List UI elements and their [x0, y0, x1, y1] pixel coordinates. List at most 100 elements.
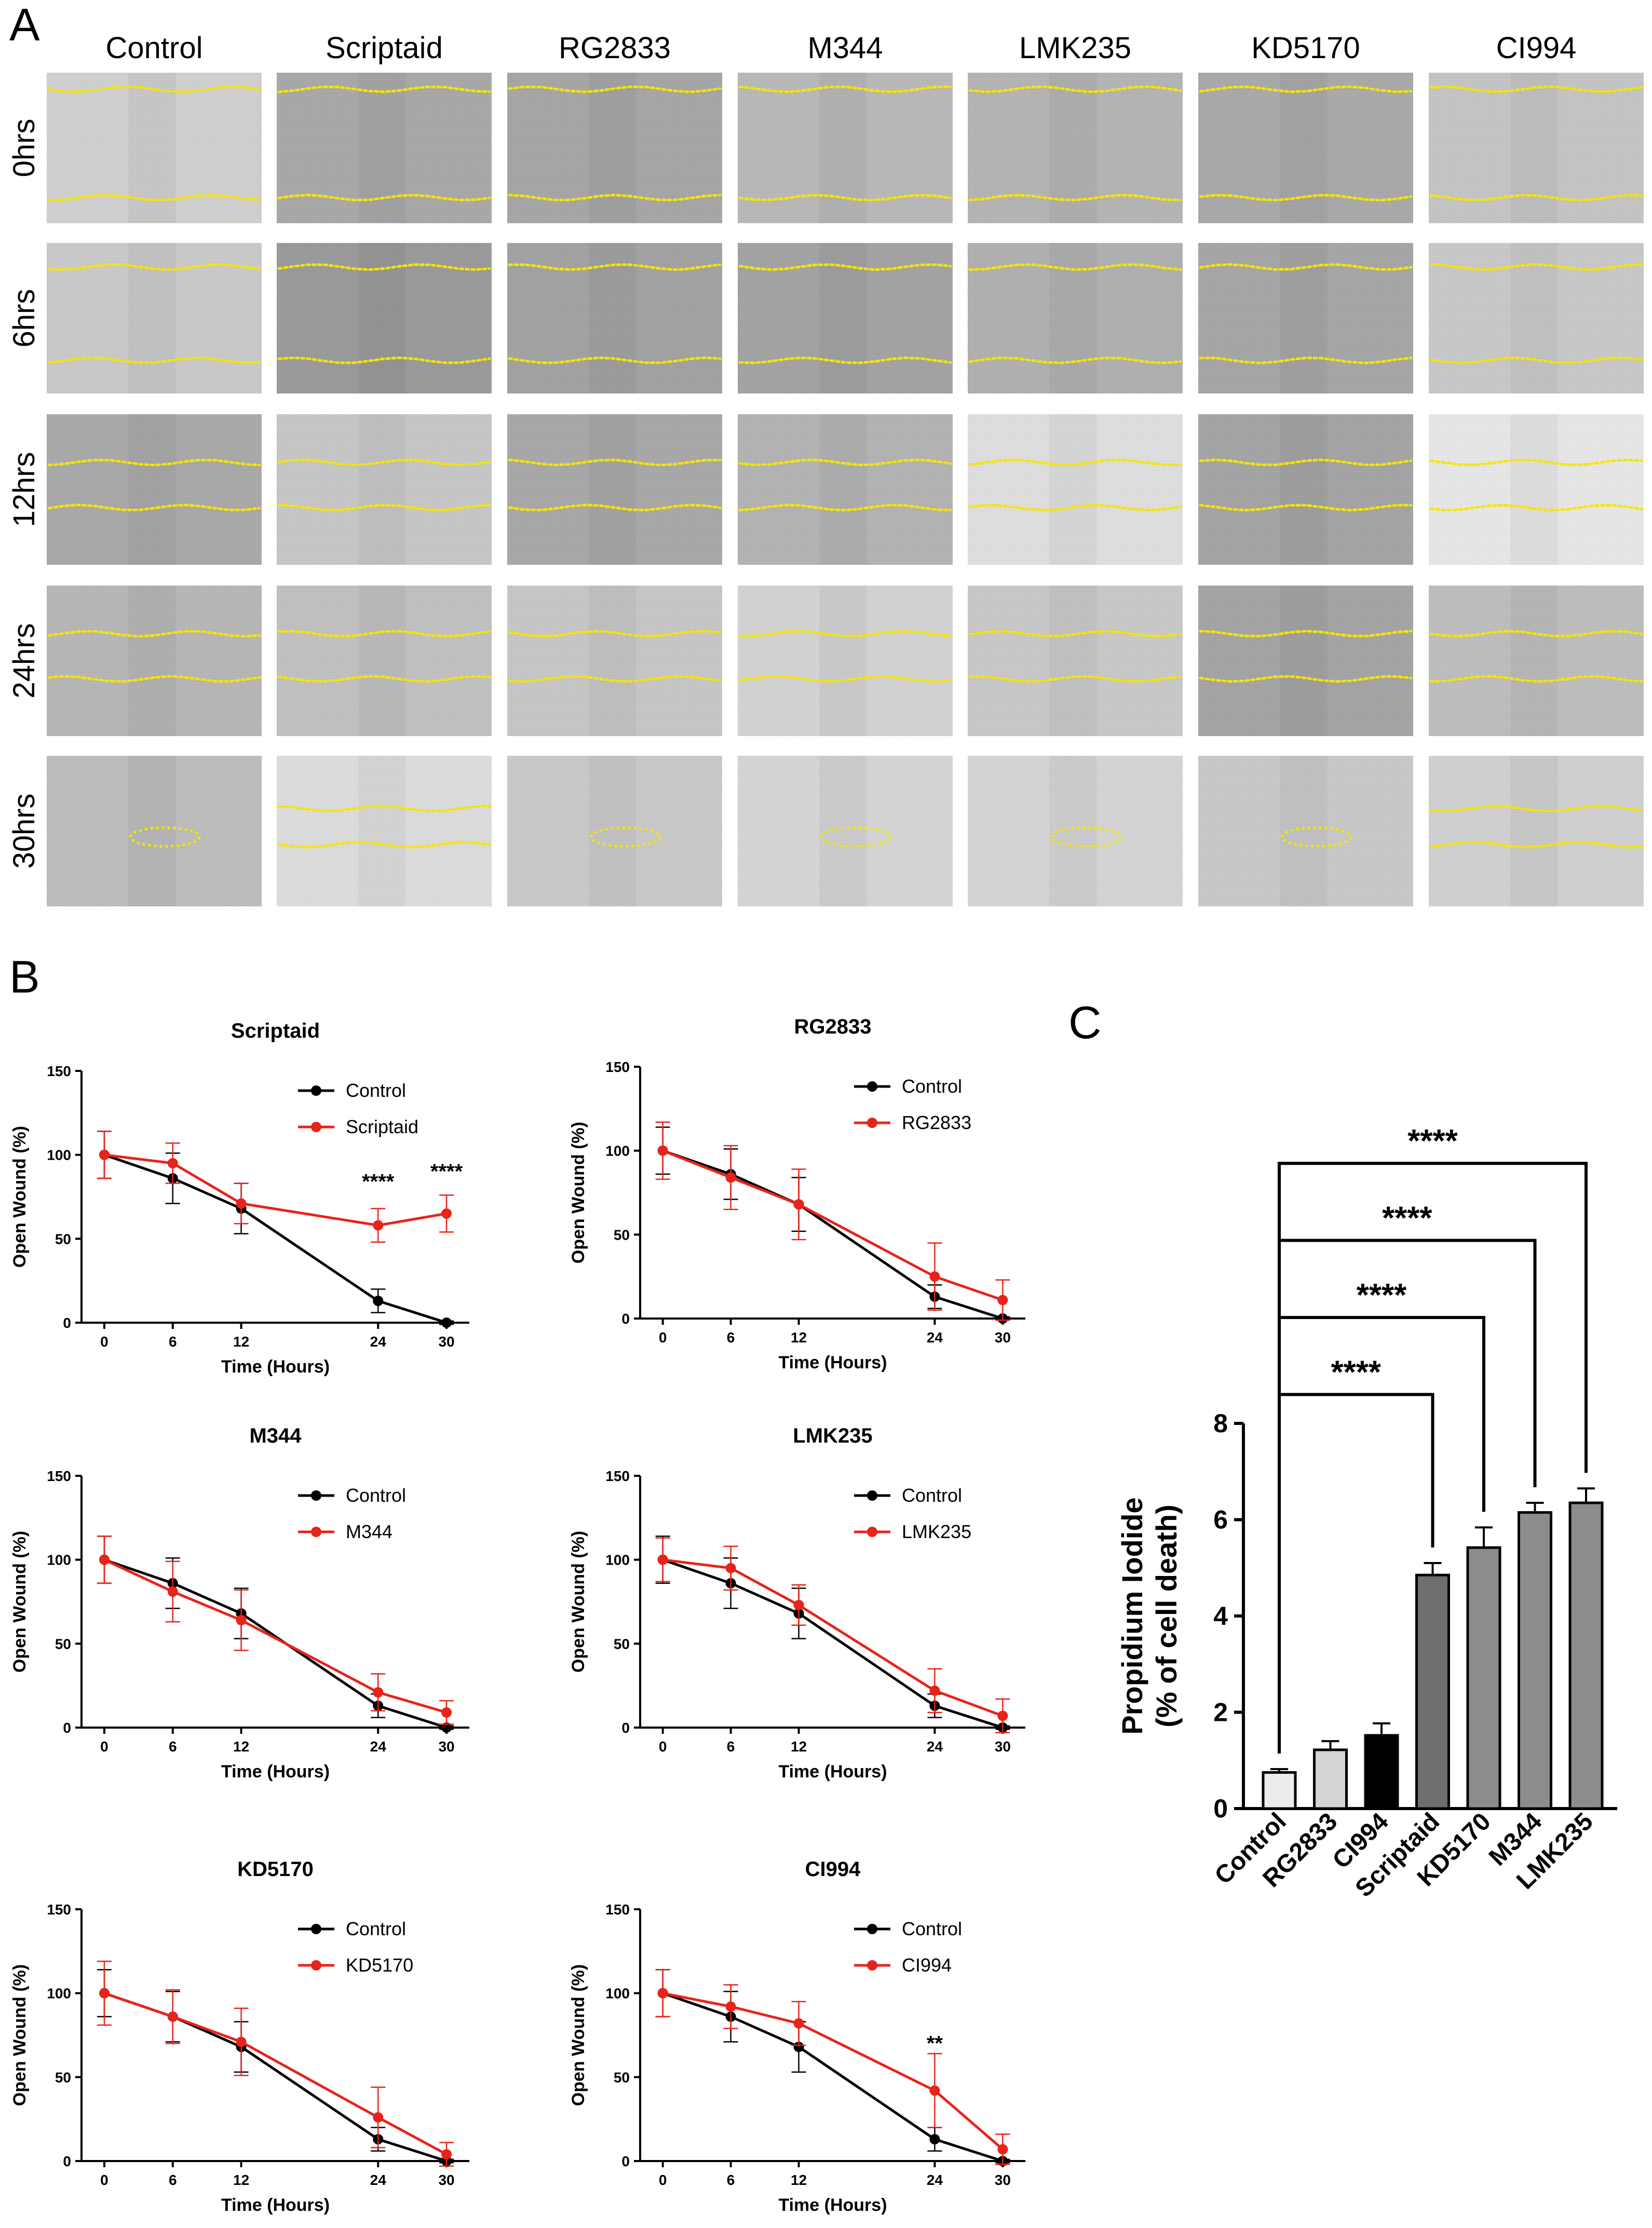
wound-residual — [1050, 826, 1122, 848]
series-line — [104, 1992, 448, 2156]
line-chart-scriptaid: Scriptaid 0 50 100 150 0 6 12 24 30 Time (Hours) Op… — [10, 1020, 469, 1377]
micrograph-stitch-band — [1049, 414, 1097, 565]
legend-label: Control — [346, 1485, 406, 1506]
data-point — [99, 1554, 110, 1565]
y-tick-label: 150 — [605, 1468, 630, 1484]
micrograph-m344-6hrs — [738, 243, 953, 393]
wound-edge-bottom — [968, 675, 1182, 683]
wound-edge-bottom — [508, 194, 722, 201]
column-title-scriptaid: Scriptaid — [326, 31, 443, 65]
x-tick-label: 24 — [370, 1738, 387, 1755]
data-point — [373, 1295, 384, 1306]
x-tick-label: 6 — [727, 1329, 735, 1346]
x-tick-label: 6 — [169, 1334, 177, 1350]
significance-label: ** — [927, 2032, 943, 2055]
wound-edge-top — [1199, 85, 1413, 93]
micrograph-stitch-band — [1510, 73, 1558, 223]
micrograph-scriptaid-12hrs — [277, 414, 492, 565]
wound-edge-bottom — [277, 194, 491, 201]
x-tick-label: 0 — [659, 1329, 667, 1346]
chart-title: LMK235 — [793, 1424, 872, 1447]
y-tick-label: 150 — [47, 1063, 71, 1079]
y-tick-label: 2 — [1213, 1698, 1228, 1727]
wound-edge-top — [1429, 458, 1643, 467]
micrograph-rg2833-12hrs — [507, 414, 722, 565]
micrograph-texture — [968, 756, 1183, 906]
legend-marker — [867, 1527, 877, 1537]
micrograph-stitch-band — [128, 756, 176, 906]
micrograph-stitch-band — [589, 414, 637, 565]
data-point — [793, 1599, 804, 1610]
micrograph-texture — [507, 756, 722, 906]
data-point — [441, 1208, 452, 1219]
data-point — [373, 1687, 384, 1698]
wound-edge-top — [277, 85, 491, 93]
wound-edge-bottom — [1199, 504, 1413, 512]
data-point — [441, 1722, 452, 1733]
micrograph-texture — [1198, 414, 1413, 565]
x-tick-label: 24 — [927, 1329, 943, 1346]
wound-edge-top — [47, 630, 261, 638]
y-tick-label: 0 — [63, 1720, 71, 1736]
micrograph-ci994-30hrs — [1429, 756, 1644, 906]
series-control — [97, 1969, 454, 2166]
x-tick-label: 30 — [438, 2172, 454, 2188]
bar-m344 — [1518, 1511, 1552, 1810]
micrograph-texture — [1198, 756, 1413, 906]
wound-edge-top — [1429, 630, 1643, 638]
y-axis-label: Open Wound (%) — [10, 1126, 30, 1268]
y-tick-label: 150 — [47, 1468, 71, 1484]
legend-label: Scriptaid — [346, 1116, 418, 1137]
x-tick-label: 0 — [659, 2172, 667, 2188]
comparison-label-scriptaid: **** — [1331, 1354, 1381, 1390]
wound-edge-top — [277, 263, 491, 271]
wound-edge-bottom — [47, 194, 261, 202]
y-axis-label: Open Wound (%) — [10, 1964, 30, 2106]
y-axis-label: Open Wound (%) — [10, 1531, 30, 1673]
wound-edge-top — [508, 630, 722, 638]
micrograph-ci994-12hrs — [1429, 414, 1644, 565]
wound-edge-top — [508, 458, 722, 467]
wound-residual — [1280, 826, 1352, 848]
wound-edge-bottom — [277, 504, 491, 512]
wound-edge-bottom — [738, 675, 952, 683]
data-point — [99, 1988, 110, 1999]
y-axis-label: Open Wound (%) — [568, 1122, 588, 1264]
micrograph-stitch-band — [358, 756, 406, 906]
y-tick-label: 8 — [1213, 1409, 1228, 1438]
wound-edge-top — [738, 458, 952, 467]
x-tick-label: 6 — [727, 2172, 735, 2188]
wound-edge-bottom — [1199, 675, 1413, 683]
micrograph-stitch-band — [589, 73, 637, 223]
data-point — [997, 2144, 1008, 2155]
micrograph-scriptaid-24hrs — [277, 586, 492, 736]
micrograph-stitch-band — [1049, 586, 1097, 736]
x-tick-label: 30 — [995, 2172, 1011, 2188]
wound-edge-top — [508, 263, 722, 271]
column-title-rg2833: RG2833 — [559, 31, 671, 65]
wound-edge-bottom — [968, 504, 1182, 512]
x-tick-label: 6 — [169, 2172, 177, 2188]
chart-title: KD5170 — [237, 1858, 314, 1881]
x-axis-label: Time (Hours) — [221, 1357, 330, 1377]
x-tick-label: 0 — [100, 2172, 109, 2188]
data-point — [236, 2036, 247, 2047]
series-line — [662, 1149, 1004, 1301]
x-tick-label: 12 — [233, 2172, 249, 2188]
x-tick-label: 12 — [791, 1329, 807, 1346]
data-point — [657, 1988, 668, 1999]
bar-control — [1262, 1771, 1297, 1810]
y-tick-label: 50 — [55, 1231, 71, 1247]
wound-edge-bottom — [47, 504, 261, 511]
wound-edge-bottom — [277, 356, 491, 364]
line-chart-kd5170: KD5170 0 50 100 150 0 6 12 24 30 Time (Hours) Open … — [10, 1858, 469, 2215]
series-lmk235 — [655, 1537, 1010, 1733]
panel-label-b: B — [9, 951, 40, 1002]
legend-marker — [867, 1960, 877, 1971]
y-axis-label: Open Wound (%) — [568, 1964, 588, 2106]
data-point — [441, 1317, 452, 1328]
x-axis-label: Time (Hours) — [778, 1762, 887, 1782]
